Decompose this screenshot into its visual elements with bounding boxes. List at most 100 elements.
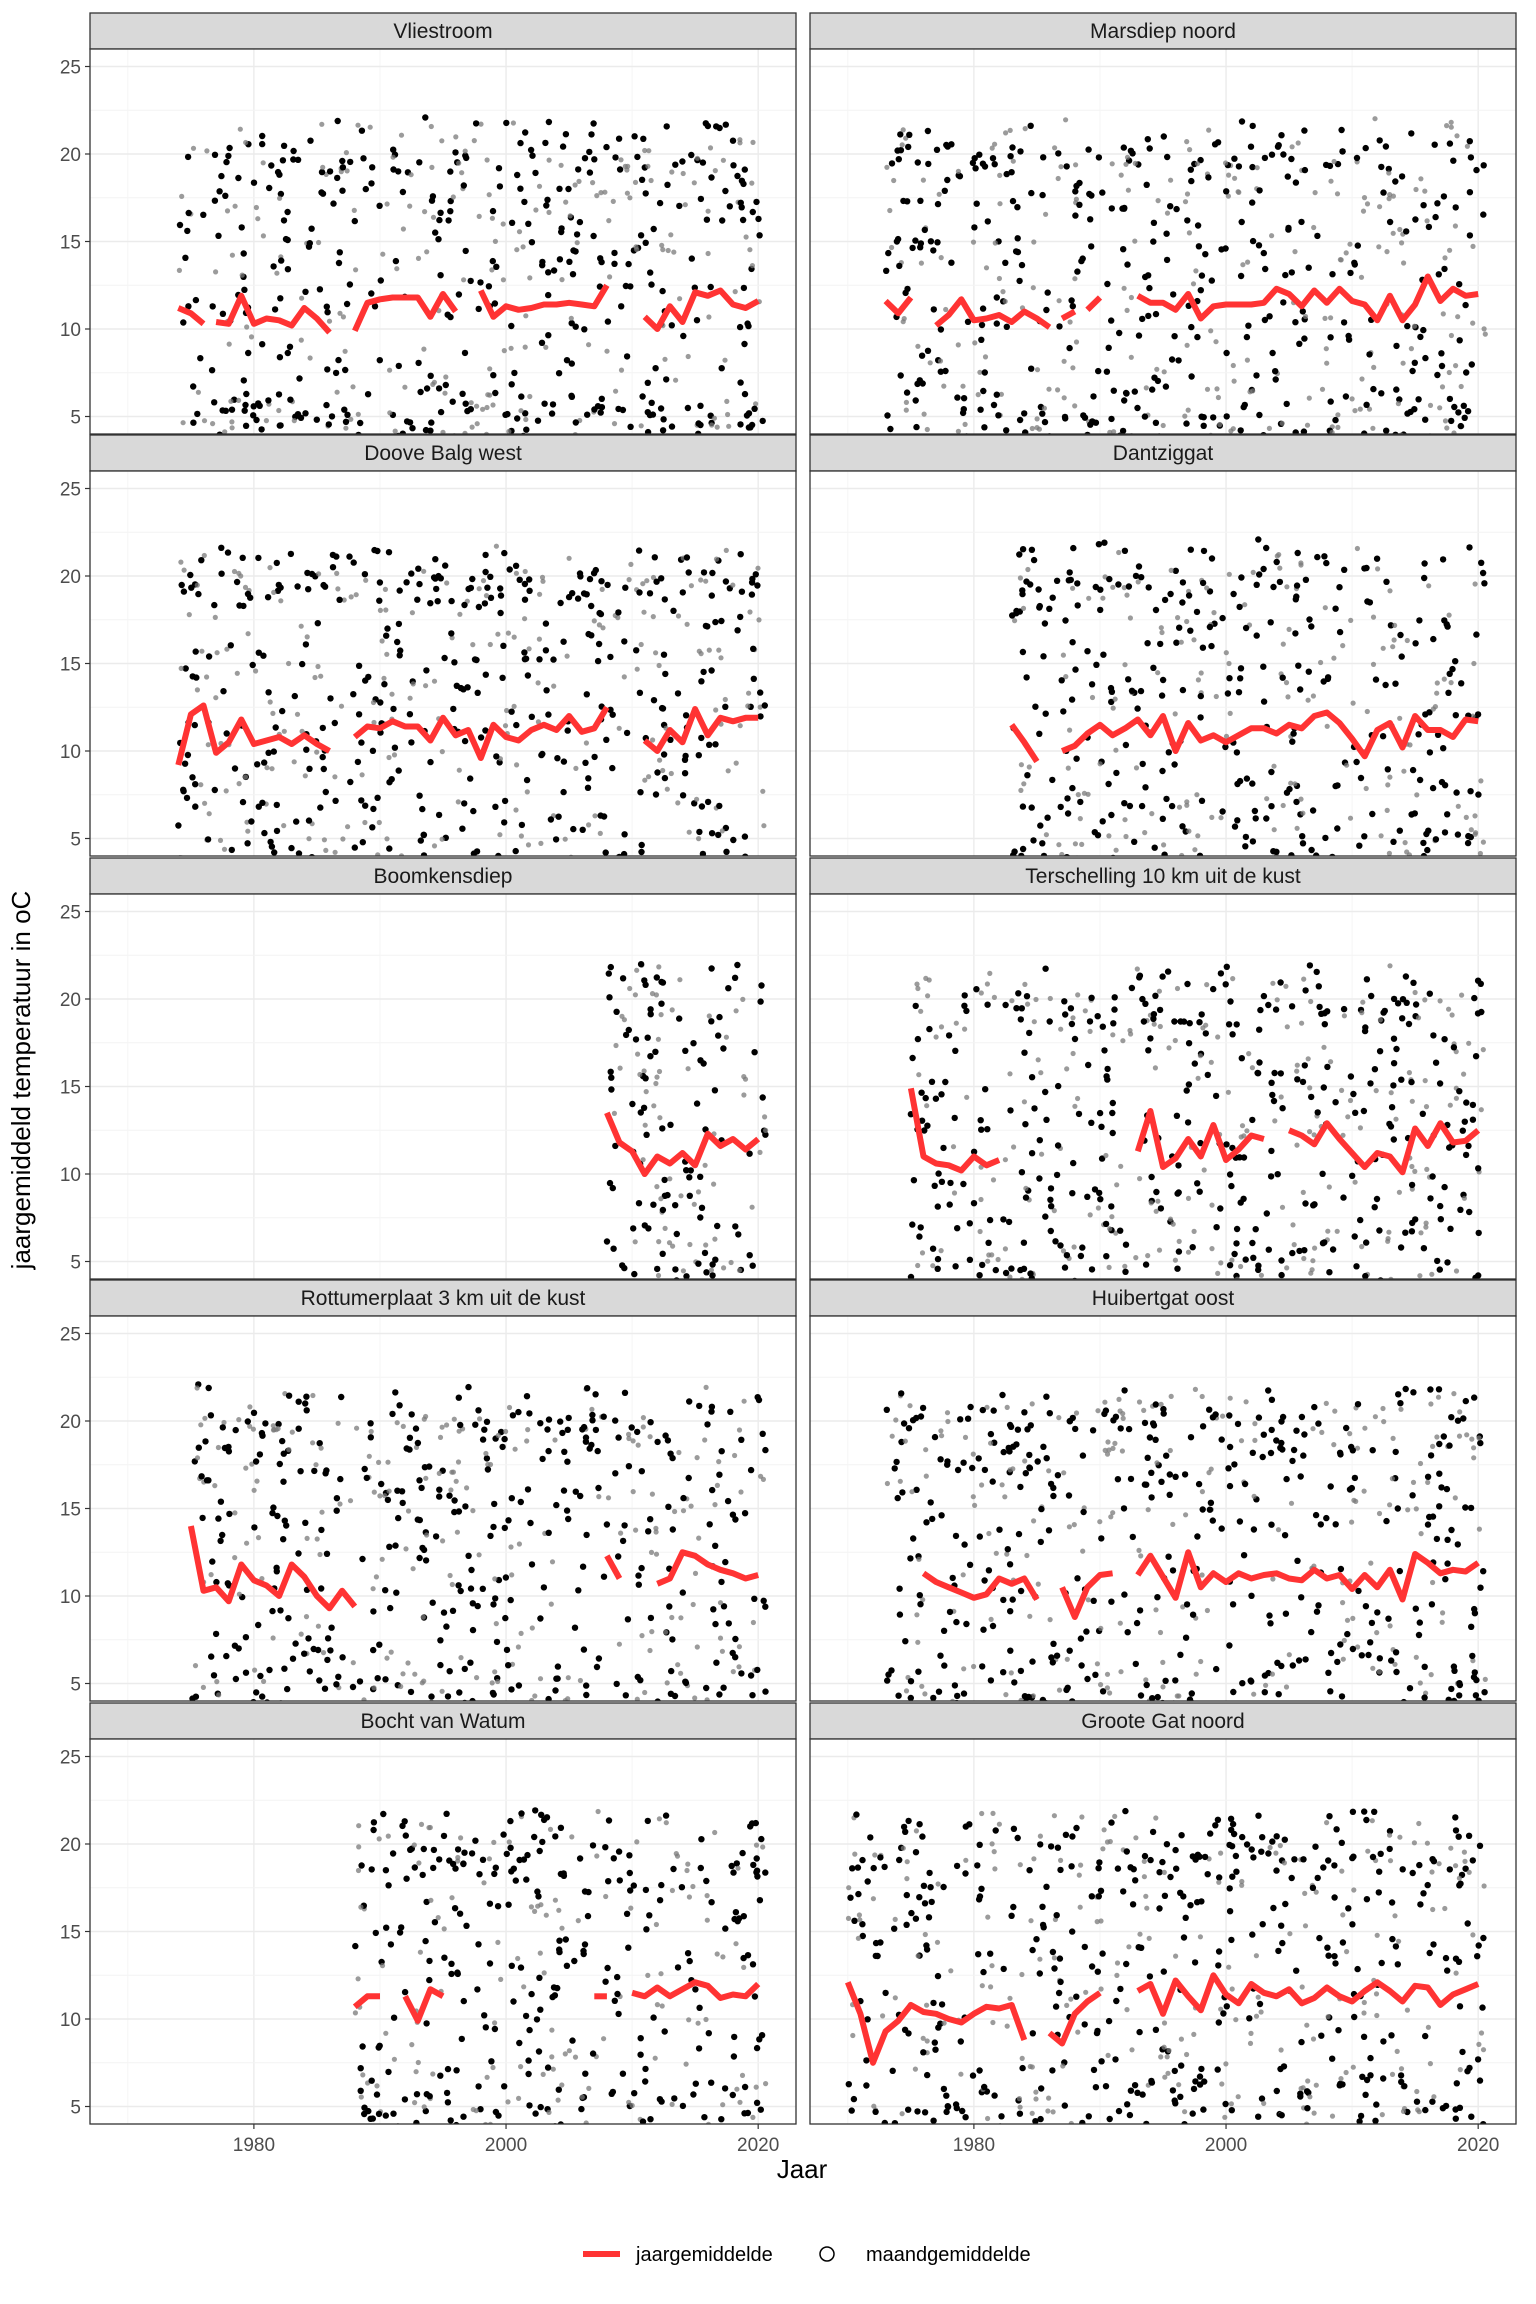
- monthly-point: [971, 224, 978, 231]
- monthly-point: [1121, 285, 1127, 291]
- annual-mean-line: [1134, 1108, 1265, 1170]
- monthly-point: [256, 1451, 264, 1458]
- monthly-point: [669, 1526, 676, 1533]
- monthly-point: [190, 419, 197, 426]
- monthly-point: [995, 1256, 1001, 1263]
- monthly-point: [226, 144, 233, 152]
- monthly-point: [1482, 331, 1488, 337]
- monthly-point: [885, 249, 892, 257]
- monthly-point: [1066, 1524, 1072, 1530]
- monthly-point: [966, 1561, 974, 1569]
- monthly-point: [1124, 592, 1130, 598]
- monthly-point: [500, 221, 506, 227]
- monthly-point: [745, 703, 751, 709]
- monthly-point: [318, 168, 326, 176]
- monthly-point: [1125, 187, 1131, 193]
- monthly-point: [709, 422, 715, 428]
- monthly-point: [686, 1174, 693, 1181]
- facet-strip: [809, 434, 1517, 472]
- monthly-point: [1163, 795, 1170, 803]
- monthly-point: [937, 368, 944, 375]
- annual-mean-line: [1287, 1120, 1481, 1176]
- monthly-point: [1476, 1435, 1482, 1441]
- monthly-point: [1369, 1447, 1376, 1454]
- monthly-point: [1062, 415, 1069, 422]
- monthly-point: [966, 1256, 974, 1264]
- monthly-point: [1190, 281, 1197, 287]
- monthly-point: [1234, 1420, 1242, 1428]
- monthly-point: [1271, 1069, 1278, 1077]
- annual-mean-line: [883, 295, 914, 317]
- monthly-point: [367, 1420, 374, 1427]
- monthly-point: [1075, 1095, 1081, 1102]
- monthly-point: [286, 660, 292, 667]
- gridlines: [90, 1316, 796, 1701]
- monthly-point: [545, 1447, 552, 1455]
- monthly-point: [665, 247, 671, 254]
- monthly-point: [639, 393, 646, 400]
- monthly-point: [1458, 383, 1464, 390]
- monthly-point: [502, 411, 509, 418]
- monthly-point: [1437, 998, 1443, 1004]
- monthly-point: [615, 1553, 622, 1560]
- monthly-point: [1387, 963, 1393, 969]
- monthly-point: [455, 1582, 462, 1589]
- monthly-point: [1462, 1151, 1470, 1159]
- monthly-point: [192, 781, 199, 788]
- monthly-point: [1277, 565, 1283, 571]
- monthly-point: [1223, 963, 1231, 970]
- monthly-point: [1204, 982, 1210, 988]
- monthly-point: [477, 279, 484, 286]
- monthly-point: [1050, 1492, 1057, 1500]
- monthly-point: [1324, 1008, 1331, 1015]
- monthly-point: [1444, 1259, 1451, 1266]
- monthly-point: [618, 157, 624, 163]
- monthly-point: [208, 1653, 215, 1660]
- monthly-point: [1018, 1697, 1024, 1701]
- monthly-point: [1462, 1397, 1470, 1405]
- monthly-point: [1301, 1062, 1309, 1069]
- monthly-point: [1109, 161, 1115, 167]
- monthly-point: [1319, 1429, 1325, 1435]
- monthly-point: [1421, 560, 1428, 567]
- monthly-point: [505, 630, 511, 636]
- monthly-point: [993, 294, 1000, 301]
- monthly-point: [354, 758, 362, 766]
- monthly-point: [1166, 1471, 1174, 1478]
- monthly-point: [1018, 1169, 1026, 1176]
- monthly-point: [995, 412, 1002, 419]
- monthly-point: [1039, 191, 1046, 199]
- monthly-point: [1351, 261, 1359, 268]
- monthly-point: [1294, 1068, 1300, 1074]
- monthly-point: [1396, 1567, 1404, 1575]
- monthly-point: [1064, 810, 1072, 817]
- monthly-point: [1160, 1659, 1166, 1665]
- monthly-point: [942, 367, 949, 375]
- monthly-point: [1352, 1109, 1359, 1117]
- monthly-point: [1454, 1417, 1462, 1424]
- monthly-point: [1133, 1619, 1141, 1627]
- monthly-point: [1383, 427, 1390, 434]
- monthly-point: [1351, 1497, 1357, 1503]
- monthly-point: [1046, 1018, 1053, 1025]
- annual-mean-lines: [177, 283, 760, 335]
- monthly-point: [1435, 1394, 1442, 1400]
- monthly-point: [1294, 1557, 1301, 1565]
- monthly-point: [274, 270, 280, 276]
- monthly-point: [561, 1448, 568, 1456]
- monthly-point: [1430, 1579, 1436, 1586]
- monthly-point: [1416, 1619, 1424, 1626]
- monthly-point: [658, 1000, 665, 1007]
- monthly-point: [592, 1391, 599, 1398]
- monthly-point: [1393, 1116, 1399, 1122]
- monthly-point: [1159, 629, 1165, 636]
- monthly-point: [461, 601, 468, 609]
- monthly-point: [241, 407, 248, 414]
- monthly-point: [565, 1414, 572, 1422]
- monthly-point: [362, 819, 368, 826]
- monthly-point: [1482, 1676, 1488, 1682]
- monthly-point: [522, 568, 528, 575]
- monthly-point: [1161, 851, 1168, 856]
- monthly-point: [986, 1530, 992, 1537]
- monthly-point: [442, 381, 449, 389]
